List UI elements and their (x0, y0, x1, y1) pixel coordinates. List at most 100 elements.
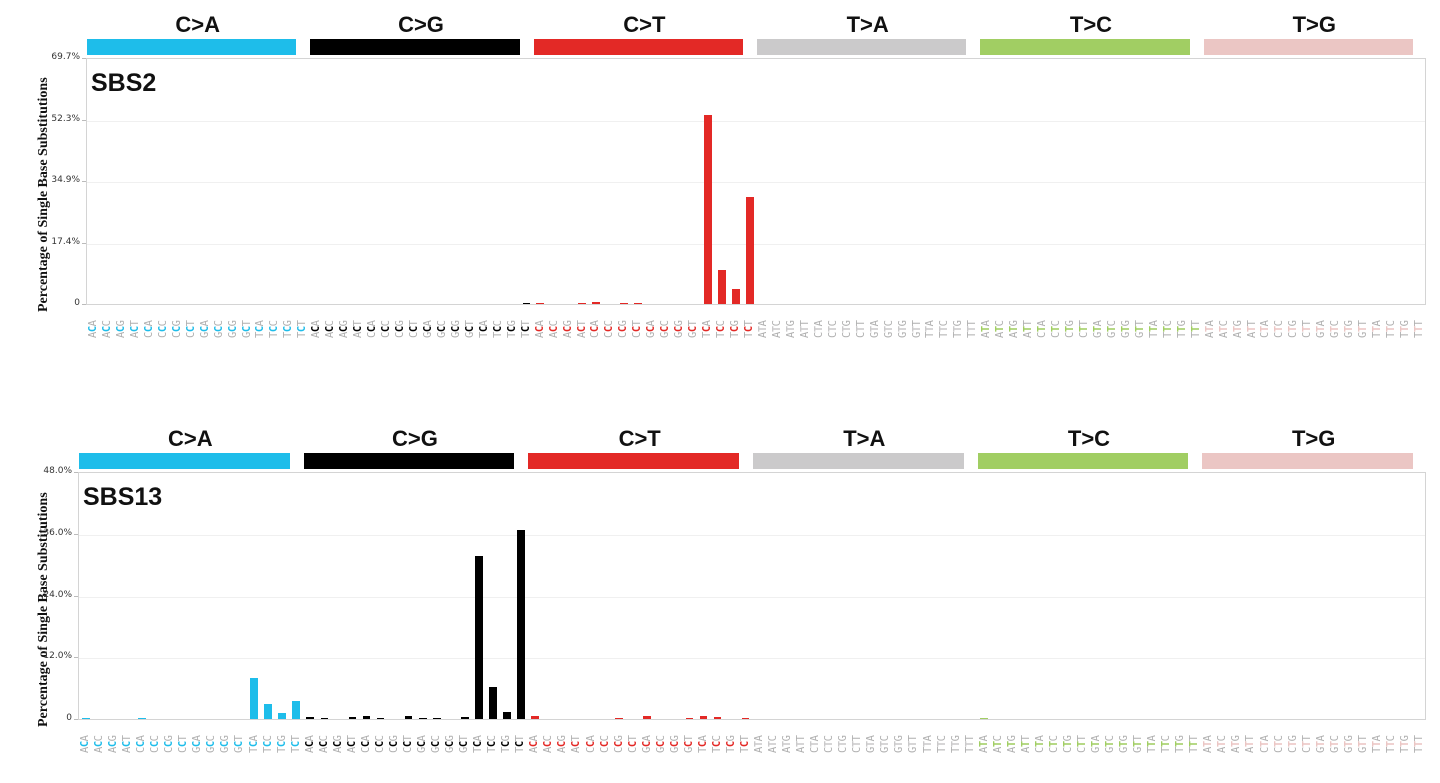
x-tick-label: ATC (991, 735, 1004, 753)
x-tick-label: TCC (486, 735, 499, 753)
x-tick-label: GCC (435, 320, 448, 338)
x-tick-label: CTC (1273, 320, 1286, 338)
x-tick-label: TTG (1175, 320, 1188, 338)
x-tick-label: TCG (729, 320, 742, 338)
bar-CtoA-TCG (278, 712, 287, 719)
x-tick-label: CTT (1301, 320, 1314, 338)
class-label-1: C>G (398, 12, 444, 37)
gridline (87, 182, 1425, 183)
bar-CtoT-GCA (643, 715, 652, 719)
x-tick-label: GCG (444, 735, 457, 753)
x-tick-label: GTG (893, 735, 906, 753)
y-tick-mark (74, 595, 78, 597)
class-label-2: C>T (623, 12, 666, 37)
x-tick-label: TCA (254, 320, 267, 338)
x-tick-label: CCA (142, 320, 155, 338)
gridline (79, 658, 1425, 660)
class-label-3: T>A (843, 426, 886, 451)
x-tick-label: ATA (753, 735, 766, 753)
x-tick-label: ATG (1008, 320, 1021, 338)
x-tick-label: CCA (584, 735, 597, 753)
plot-area: SBS2 (86, 58, 1426, 305)
x-tick-label: TTT (1413, 320, 1426, 338)
x-tick-label: ACA (310, 320, 323, 338)
plot-area: SBS13 (78, 472, 1426, 720)
bar-CtoT-TCT (741, 717, 750, 719)
x-tick-label: ACA (303, 735, 316, 753)
gridline (79, 534, 1425, 536)
x-tick-label: CTT (1300, 735, 1313, 753)
bar-CtoA-TCA (250, 677, 259, 719)
bar-CtoT-CCT (634, 302, 642, 304)
x-tick-label: GTG (1342, 735, 1355, 753)
x-tick-label: CTG (1287, 320, 1300, 338)
bar-CtoG-CCC (376, 717, 385, 719)
class-color-bar-2 (533, 39, 743, 55)
x-tick-label: GCA (198, 320, 211, 338)
bar-CtoT-TCC (717, 270, 726, 304)
class-label-1: C>G (392, 426, 438, 451)
bar-CtoG-CCA (362, 715, 371, 719)
x-tick-label: GTT (1356, 735, 1369, 753)
x-tick-label: CTG (1061, 735, 1074, 753)
bar-CtoT-TCG (731, 288, 740, 304)
bar-CtoG-ACA (306, 716, 315, 719)
x-tick-label: TTG (952, 320, 965, 338)
x-tick-label: TTT (1412, 735, 1425, 753)
x-tick-label: GTA (868, 320, 881, 338)
x-tick-label: ACA (79, 735, 92, 753)
x-tick-label: TCG (282, 320, 295, 338)
x-tick-label: GCG (226, 320, 239, 338)
class-color-bar-5 (1202, 453, 1413, 469)
x-tick-label: ACG (114, 320, 127, 338)
x-tick-label: CTA (812, 320, 825, 338)
x-tick-label: ACC (93, 735, 106, 753)
y-tick-mark (82, 58, 86, 59)
bar-CtoT-CCG (620, 302, 628, 304)
x-tick-label: GTA (1090, 735, 1103, 753)
x-tick-label: GCG (668, 735, 681, 753)
bar-CtoT-CCA (592, 302, 600, 304)
class-label-5: T>G (1291, 426, 1336, 451)
class-color-bar-3 (753, 453, 964, 469)
x-tick-label: CCC (598, 735, 611, 753)
class-color-bar-1 (303, 453, 515, 469)
x-tick-label: CTT (1075, 735, 1088, 753)
x-tick-label: TCG (275, 735, 288, 753)
x-tick-label: ACT (575, 320, 588, 338)
bar-CtoT-ACA (536, 302, 545, 304)
signature-title: SBS13 (83, 483, 163, 511)
x-tick-label: GTT (1132, 735, 1145, 753)
x-tick-label: ACC (100, 320, 113, 338)
class-color-bar-5 (1203, 39, 1413, 55)
x-tick-label: ACG (107, 735, 120, 753)
y-tick-mark (74, 472, 78, 473)
x-tick-label: CCA (589, 320, 602, 338)
x-tick-label: TTG (1398, 735, 1411, 753)
x-tick-label: CCC (380, 320, 393, 338)
x-tick-label: CCT (184, 320, 197, 338)
bar-CtoT-TCT (745, 197, 754, 304)
x-tick-label: GCC (654, 735, 667, 753)
y-tick-label: 36.0% (43, 527, 72, 538)
x-tick-label: GTC (1328, 735, 1341, 753)
x-tick-label: ACT (352, 320, 365, 338)
x-tick-label: ATT (795, 735, 808, 753)
x-tick-label: CCG (163, 735, 176, 753)
y-tick-label: 52.3% (51, 113, 80, 124)
x-tick-label: TTA (921, 735, 934, 753)
x-tick-label: GTC (1329, 320, 1342, 338)
x-tick-label: TTT (1189, 320, 1202, 338)
x-tick-label: GCT (458, 735, 471, 753)
x-tick-label: TTC (1385, 320, 1398, 338)
class-label-4: T>C (1069, 12, 1113, 37)
x-tick-label: GCA (645, 320, 658, 338)
x-tick-label: CCT (408, 320, 421, 338)
x-tick-label: CTG (1286, 735, 1299, 753)
x-tick-label: ACG (331, 735, 344, 753)
class-color-bar-1 (310, 39, 520, 55)
x-tick-label: ATT (1245, 320, 1258, 338)
class-label-4: T>C (1067, 426, 1111, 451)
x-tick-label: TCT (743, 320, 756, 338)
y-tick-mark (74, 657, 78, 659)
